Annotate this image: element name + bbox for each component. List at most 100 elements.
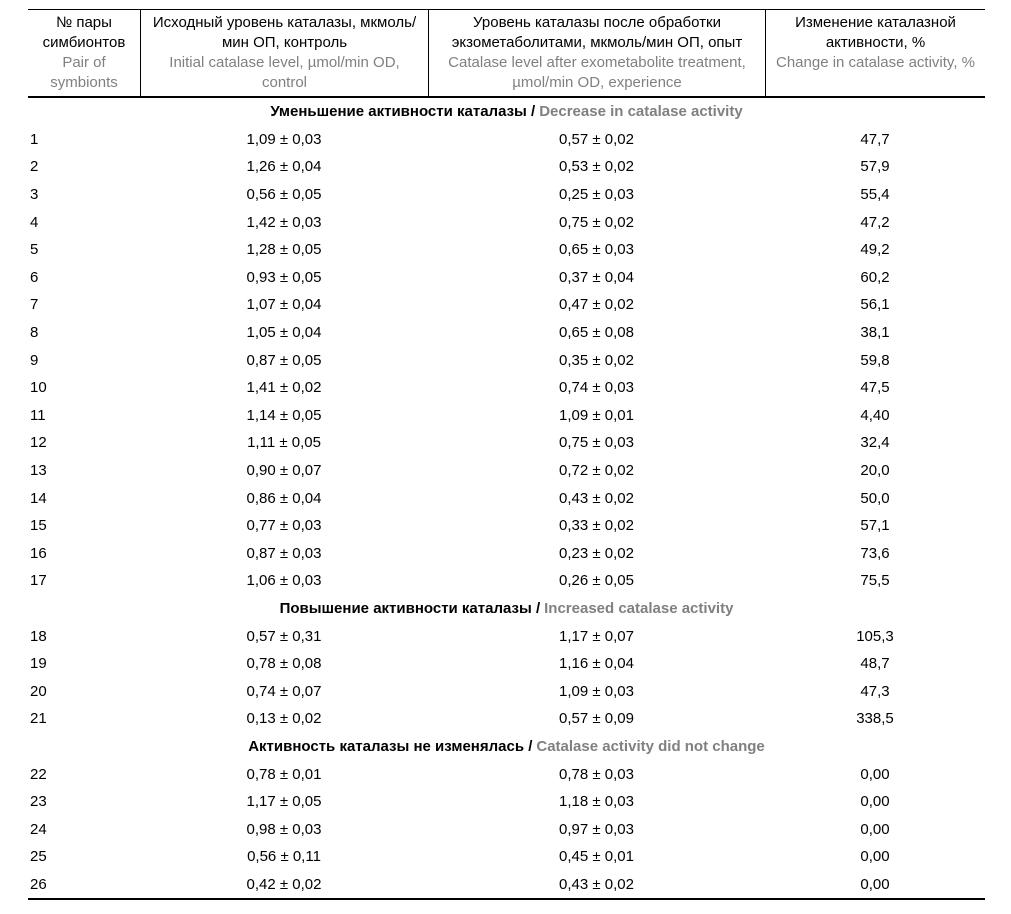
table-row: 10 1,41 ± 0,02 0,74 ± 0,03 47,5 (28, 374, 985, 402)
change-percent-cell: 56,1 (860, 296, 890, 314)
table-header-row: № пары симбионтов Pair of symbionts Исходн… (28, 10, 985, 98)
header-cell-4: Изменение каталазной активности, % Change… (765, 10, 985, 96)
change-percent-cell: 20,0 (860, 462, 890, 480)
change-percent-cell: 0,00 (860, 765, 890, 783)
table-row: 23 1,17 ± 0,05 1,18 ± 0,03 0,00 (28, 788, 985, 816)
change-percent-cell: 38,1 (860, 324, 890, 342)
treated-level-cell: 1,09 ± 0,01 (559, 406, 634, 424)
treated-level-cell: 0,47 ± 0,02 (559, 296, 634, 314)
table-row: 4 1,42 ± 0,03 0,75 ± 0,02 47,2 (28, 208, 985, 236)
table-row: 25 0,56 ± 0,11 0,45 ± 0,01 0,00 (28, 843, 985, 871)
table-row: 16 0,87 ± 0,03 0,23 ± 0,02 73,6 (28, 540, 985, 568)
section-title-ru: Уменьшение активности каталазы / (270, 103, 536, 121)
table-row: 5 1,28 ± 0,05 0,65 ± 0,03 49,2 (28, 236, 985, 264)
table-row: 7 1,07 ± 0,04 0,47 ± 0,02 56,1 (28, 291, 985, 319)
initial-level-cell: 0,56 ± 0,05 (246, 186, 322, 204)
pair-number-cell: 16 (30, 544, 47, 562)
change-percent-cell: 48,7 (860, 655, 890, 673)
pair-number-cell: 19 (30, 655, 47, 673)
treated-level-cell: 0,37 ± 0,04 (559, 268, 634, 286)
header-cell-2-en-label: Initial catalase level, µmol/min OD, con… (169, 54, 400, 91)
pair-number-cell: 2 (30, 158, 39, 176)
change-percent-cell: 50,0 (860, 489, 890, 507)
table-body: Уменьшение активности каталазы / Decrease… (28, 98, 985, 898)
pair-number-cell: 22 (30, 765, 47, 783)
change-percent-cell: 0,00 (860, 875, 890, 893)
section-title-ru: Активность каталазы не изменялась / (248, 737, 533, 755)
initial-level-cell: 0,57 ± 0,31 (246, 627, 322, 645)
treated-level-cell: 0,23 ± 0,02 (559, 544, 634, 562)
treated-level-cell: 0,78 ± 0,03 (559, 765, 634, 783)
initial-level-cell: 1,26 ± 0,04 (246, 158, 322, 176)
initial-level-cell: 1,28 ± 0,05 (246, 241, 322, 259)
treated-level-cell: 0,57 ± 0,09 (559, 710, 634, 728)
treated-level-cell: 0,65 ± 0,08 (559, 324, 634, 342)
section-title-en: Catalase activity did not change (536, 737, 765, 755)
table-row: 11 1,14 ± 0,05 1,09 ± 0,01 4,40 (28, 402, 985, 430)
pair-number-cell: 9 (30, 351, 39, 369)
table-row: 13 0,90 ± 0,07 0,72 ± 0,02 20,0 (28, 457, 985, 485)
table-row: 2 1,26 ± 0,04 0,53 ± 0,02 57,9 (28, 153, 985, 181)
header-cell-1-en-label: Pair of symbionts (50, 54, 118, 91)
pair-number-cell: 18 (30, 627, 47, 645)
initial-level-cell: 0,87 ± 0,05 (246, 351, 322, 369)
initial-level-cell: 0,13 ± 0,02 (246, 710, 322, 728)
treated-level-cell: 0,75 ± 0,02 (559, 213, 634, 231)
section-title: Уменьшение активности каталазы / Decrease… (28, 98, 985, 126)
pair-number-cell: 23 (30, 793, 47, 811)
pair-number-cell: 3 (30, 186, 39, 204)
initial-level-cell: 1,14 ± 0,05 (246, 406, 322, 424)
header-cell-3: Уровень каталазы после обработки экзомет… (428, 10, 765, 96)
pair-number-cell: 17 (30, 572, 47, 590)
table-row: 18 0,57 ± 0,31 1,17 ± 0,07 105,3 (28, 622, 985, 650)
table-row: 21 0,13 ± 0,02 0,57 ± 0,09 338,5 (28, 705, 985, 733)
treated-level-cell: 0,57 ± 0,02 (559, 130, 634, 148)
table-row: 8 1,05 ± 0,04 0,65 ± 0,08 38,1 (28, 319, 985, 347)
initial-level-cell: 0,78 ± 0,08 (246, 655, 322, 673)
change-percent-cell: 73,6 (860, 544, 890, 562)
change-percent-cell: 32,4 (860, 434, 890, 452)
change-percent-cell: 47,2 (860, 213, 890, 231)
initial-level-cell: 1,07 ± 0,04 (246, 296, 322, 314)
treated-level-cell: 0,65 ± 0,03 (559, 241, 634, 259)
pair-number-cell: 24 (30, 820, 47, 838)
pair-number-cell: 12 (30, 434, 47, 452)
change-percent-cell: 4,40 (860, 406, 890, 424)
header-cell-2-ru-label: Исходный уровень каталазы, мкмоль/мин ОП… (152, 14, 417, 51)
pair-number-cell: 6 (30, 268, 39, 286)
table-row: 6 0,93 ± 0,05 0,37 ± 0,04 60,2 (28, 264, 985, 292)
initial-level-cell: 0,42 ± 0,02 (246, 875, 322, 893)
section-title-ru: Повышение активности каталазы / (279, 599, 541, 617)
treated-level-cell: 0,26 ± 0,05 (559, 572, 634, 590)
table-row: 1 1,09 ± 0,03 0,57 ± 0,02 47,7 (28, 126, 985, 154)
table-row: 20 0,74 ± 0,07 1,09 ± 0,03 47,3 (28, 677, 985, 705)
header-cell-1: № пары симбионтов Pair of symbionts (28, 10, 140, 96)
change-percent-cell: 0,00 (860, 793, 890, 811)
initial-level-cell: 1,05 ± 0,04 (246, 324, 322, 342)
header-cell-3-ru-label: Уровень каталазы после обработки экзомет… (451, 14, 743, 51)
change-percent-cell: 338,5 (856, 710, 894, 728)
change-percent-cell: 55,4 (860, 186, 890, 204)
pair-number-cell: 13 (30, 462, 47, 480)
initial-level-cell: 1,17 ± 0,05 (246, 793, 322, 811)
pair-number-cell: 8 (30, 324, 39, 342)
header-cell-2: Исходный уровень каталазы, мкмоль/мин ОП… (140, 10, 428, 96)
change-percent-cell: 0,00 (860, 848, 890, 866)
change-percent-cell: 47,3 (860, 682, 890, 700)
pair-number-cell: 11 (30, 406, 46, 424)
section-title-en: Increased catalase activity (544, 599, 734, 617)
initial-level-cell: 1,09 ± 0,03 (246, 130, 322, 148)
initial-level-cell: 0,74 ± 0,07 (246, 682, 322, 700)
change-percent-cell: 57,9 (860, 158, 890, 176)
pair-number-cell: 14 (30, 489, 47, 507)
initial-level-cell: 0,78 ± 0,01 (246, 765, 322, 783)
pair-number-cell: 7 (30, 296, 39, 314)
pair-number-cell: 4 (30, 213, 39, 231)
pair-number-cell: 25 (30, 848, 47, 866)
initial-level-cell: 1,41 ± 0,02 (246, 379, 322, 397)
initial-level-cell: 1,11 ± 0,05 (247, 434, 321, 452)
table-row: 9 0,87 ± 0,05 0,35 ± 0,02 59,8 (28, 346, 985, 374)
treated-level-cell: 0,43 ± 0,02 (559, 489, 634, 507)
initial-level-cell: 0,86 ± 0,04 (246, 489, 322, 507)
